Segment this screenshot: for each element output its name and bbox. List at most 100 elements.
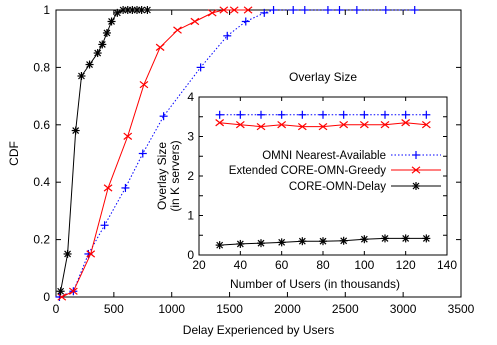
marker-stroke [236,240,244,248]
y-tick-label: 0 [187,248,194,262]
marker-stroke [64,250,71,258]
marker-stroke [86,250,96,258]
data-point [207,9,217,17]
x-tick-label: 80 [316,258,330,272]
marker-stroke [173,26,182,34]
data-point [138,149,147,158]
data-point [215,110,224,119]
x-tick-label: 3000 [390,302,417,316]
inset-series-core-omn-delay [215,234,431,250]
marker-stroke [155,43,165,51]
x-tick-label: 60 [275,258,289,272]
data-point [173,26,182,34]
data-point [229,6,239,14]
y-tick-label: 2 [187,169,194,183]
data-point [360,110,369,119]
marker-stroke [143,6,151,14]
y-tick-label: 0 [43,290,50,304]
marker-stroke [138,6,146,14]
inset-series-omni-nearest-available [215,110,431,119]
data-point [319,237,327,246]
inset-plot: Overlay Size 20 40 60 80 100 120 140 0 1 2 3 4 Number… [155,70,457,291]
marker-stroke [215,119,225,127]
data-point [143,6,152,14]
data-point [401,110,410,119]
data-point [236,110,245,119]
marker-stroke [298,237,306,245]
marker-stroke [57,287,65,295]
data-point [335,6,344,14]
data-point [93,49,102,58]
data-point [297,122,307,131]
data-point [241,17,250,26]
series-omni-nearest-available [55,6,419,301]
y-tick-label: 4 [187,90,194,104]
y-axis-title: CDF [7,141,21,166]
marker-stroke [68,287,78,295]
marker-stroke [411,166,421,174]
marker-stroke [256,122,266,131]
data-point [123,132,133,140]
data-point [339,110,348,119]
marker-stroke [381,234,389,242]
legend-label: CORE-OMN-Delay [289,181,386,193]
data-point [113,8,122,17]
x-tick-label: 3500 [448,302,475,316]
legend-label: Extended CORE-OMN-Greedy [229,165,386,177]
data-point [277,120,287,129]
data-point [380,120,390,129]
x-tick-label: 2000 [274,302,301,316]
plot-frame [55,9,462,298]
data-point [57,293,67,301]
x-tick-label: 1000 [158,302,185,316]
data-point [381,110,389,119]
data-point [68,287,78,295]
x-tick-label: 100 [354,258,374,272]
data-point [243,6,253,14]
data-point [277,238,286,247]
data-point [257,239,265,248]
data-point [260,8,269,17]
marker-stroke [360,235,368,243]
data-point [235,120,245,129]
inset-title: Overlay Size [289,70,357,84]
data-point [412,182,420,190]
data-point [381,6,390,14]
data-point [422,234,431,243]
data-point [219,6,229,14]
marker-stroke [257,239,265,247]
data-point [215,241,224,250]
marker-stroke [98,41,106,48]
data-point [77,72,86,81]
marker-stroke [219,6,229,14]
marker-stroke [278,238,286,246]
data-point [381,234,389,243]
data-point [190,17,200,26]
legend-item: OMNI Nearest-Available [262,150,441,162]
series-line [60,9,148,292]
marker-stroke [57,293,67,301]
data-point [236,239,245,248]
data-point [298,237,307,246]
data-point [300,6,309,14]
x-tick-label: 2500 [332,302,359,316]
data-point [401,119,411,127]
marker-stroke [359,120,369,129]
data-point [339,236,348,245]
data-point [319,110,327,119]
series-extended-core-omn-greedy [57,6,253,301]
data-point [223,31,232,40]
data-point [412,151,420,159]
x-tick-label: 20 [192,258,206,272]
y-axis-title: (in K servers) [168,140,182,211]
marker-stroke [235,120,245,129]
x-tick-label: 140 [437,258,457,272]
y-axis-title: Overlay Size [155,142,169,210]
data-point [215,119,225,127]
data-point [411,166,421,174]
data-point [257,110,265,119]
data-point [323,6,332,14]
marker-stroke [94,49,102,57]
x-axis-title: Number of Users (in thousands) [230,277,400,291]
